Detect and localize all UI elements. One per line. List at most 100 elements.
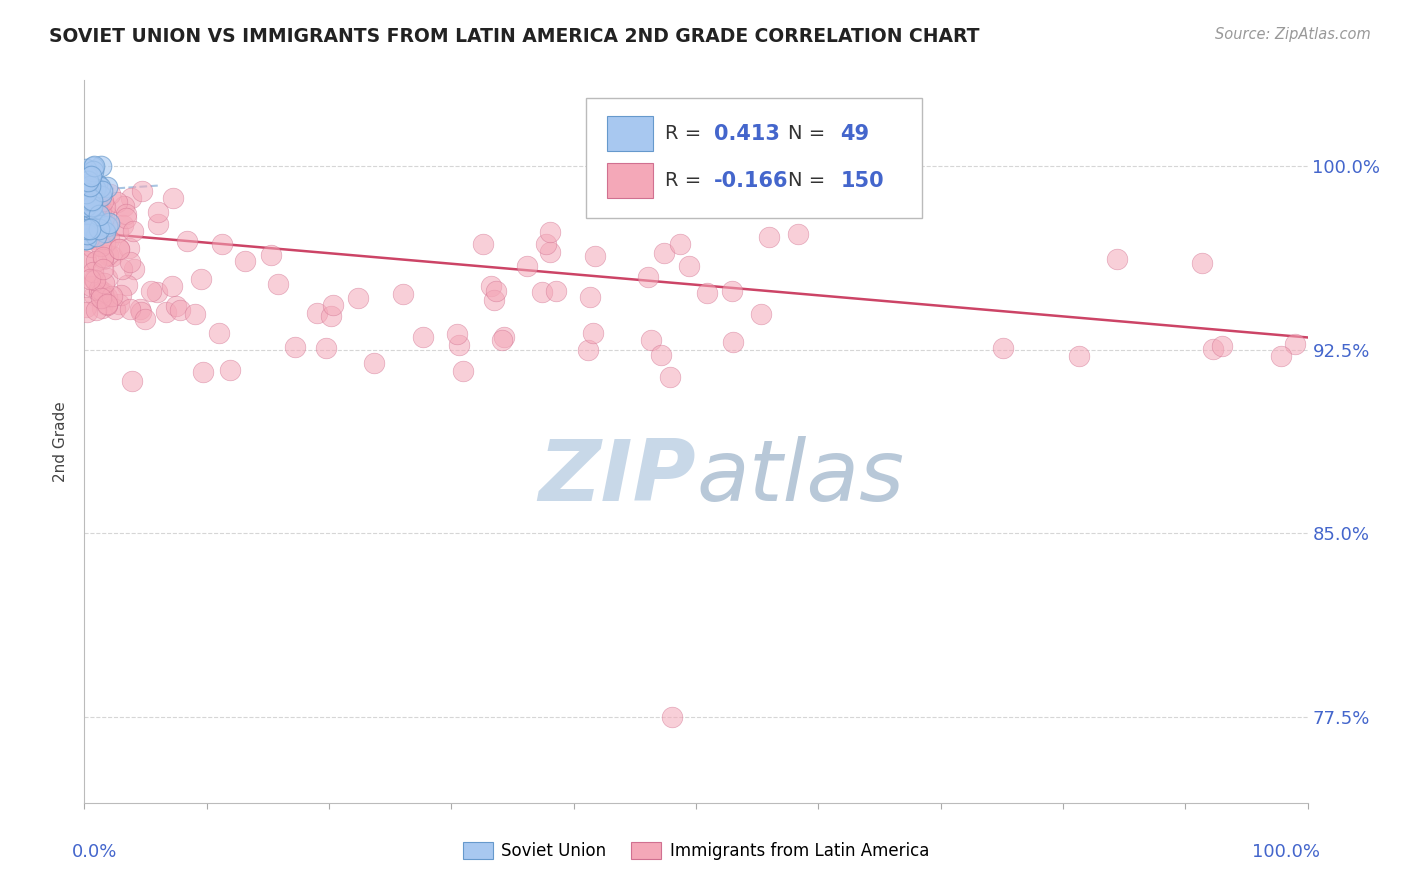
Point bbox=[93, 210, 115, 224]
Point bbox=[83, 181, 105, 195]
Point bbox=[82, 265, 104, 279]
Point bbox=[75, 301, 97, 315]
Point bbox=[77, 178, 100, 193]
Point bbox=[97, 231, 120, 245]
Point bbox=[479, 279, 502, 293]
Point bbox=[101, 289, 124, 303]
Point bbox=[83, 232, 105, 246]
Point bbox=[637, 270, 659, 285]
Point bbox=[266, 277, 288, 291]
Point bbox=[75, 253, 97, 268]
Point bbox=[83, 210, 105, 224]
Point bbox=[184, 307, 207, 321]
Point bbox=[1107, 252, 1129, 267]
Point bbox=[758, 229, 780, 244]
Point bbox=[94, 225, 117, 239]
Point bbox=[654, 246, 676, 260]
Point bbox=[112, 218, 135, 232]
Point bbox=[76, 227, 98, 241]
Point bbox=[83, 181, 105, 195]
Point bbox=[451, 363, 474, 377]
Point bbox=[516, 260, 538, 274]
Point bbox=[538, 244, 561, 259]
Point bbox=[111, 261, 134, 276]
Point bbox=[84, 193, 107, 207]
Point bbox=[76, 174, 98, 188]
Text: 0.413: 0.413 bbox=[714, 124, 780, 144]
Point bbox=[305, 306, 328, 320]
Point bbox=[82, 221, 104, 235]
Point bbox=[87, 208, 110, 222]
Point bbox=[79, 272, 101, 286]
Point bbox=[991, 341, 1014, 355]
Text: Source: ZipAtlas.com: Source: ZipAtlas.com bbox=[1215, 27, 1371, 42]
Point bbox=[112, 199, 135, 213]
Point bbox=[80, 169, 103, 183]
Point bbox=[89, 180, 111, 194]
Point bbox=[90, 207, 112, 221]
Point bbox=[720, 285, 742, 299]
Point bbox=[131, 185, 153, 199]
Point bbox=[86, 303, 108, 318]
Point bbox=[146, 204, 169, 219]
Point bbox=[91, 212, 114, 227]
Point bbox=[79, 202, 101, 216]
Point bbox=[530, 285, 553, 299]
Point bbox=[86, 198, 108, 212]
Point bbox=[91, 194, 114, 209]
Point bbox=[90, 189, 112, 203]
Point bbox=[82, 163, 104, 178]
Text: N =: N = bbox=[787, 124, 831, 144]
Point bbox=[146, 285, 169, 300]
Point bbox=[176, 234, 198, 248]
Point bbox=[115, 277, 138, 292]
Point bbox=[120, 254, 142, 268]
Point bbox=[79, 169, 101, 184]
Point bbox=[107, 242, 129, 256]
Point bbox=[315, 341, 337, 355]
Point bbox=[87, 285, 110, 300]
Point bbox=[190, 272, 212, 286]
Point bbox=[1201, 343, 1223, 357]
Point bbox=[1284, 336, 1306, 351]
Point bbox=[83, 288, 105, 302]
Point bbox=[83, 211, 105, 225]
Point bbox=[91, 184, 114, 198]
Point bbox=[84, 273, 107, 287]
Point bbox=[76, 177, 98, 191]
Point bbox=[76, 305, 98, 319]
Point bbox=[105, 194, 128, 209]
Point bbox=[219, 363, 242, 377]
Point bbox=[80, 183, 103, 197]
Legend: Soviet Union, Immigrants from Latin America: Soviet Union, Immigrants from Latin Amer… bbox=[456, 835, 936, 867]
Point bbox=[96, 298, 118, 312]
Point bbox=[82, 194, 104, 208]
Bar bbox=[606, 163, 654, 198]
Point bbox=[721, 334, 744, 349]
Point bbox=[162, 191, 184, 205]
Point bbox=[77, 182, 100, 196]
Point bbox=[446, 327, 468, 342]
Point bbox=[695, 286, 717, 301]
Point bbox=[392, 287, 415, 301]
Point bbox=[235, 254, 257, 268]
Point bbox=[76, 186, 98, 201]
Point bbox=[79, 225, 101, 239]
Point bbox=[347, 291, 370, 305]
Point bbox=[96, 219, 118, 233]
Point bbox=[129, 304, 152, 318]
Point bbox=[94, 208, 117, 222]
Point bbox=[91, 285, 114, 300]
Point bbox=[96, 180, 118, 194]
Point bbox=[79, 178, 101, 193]
Point bbox=[319, 309, 342, 323]
Point bbox=[98, 186, 121, 201]
Point bbox=[484, 293, 506, 307]
Point bbox=[534, 237, 557, 252]
Point bbox=[80, 278, 103, 293]
Text: N =: N = bbox=[787, 171, 831, 190]
Point bbox=[121, 374, 143, 388]
Text: 100.0%: 100.0% bbox=[1251, 843, 1320, 861]
Point bbox=[1211, 339, 1233, 353]
Point bbox=[80, 185, 103, 199]
